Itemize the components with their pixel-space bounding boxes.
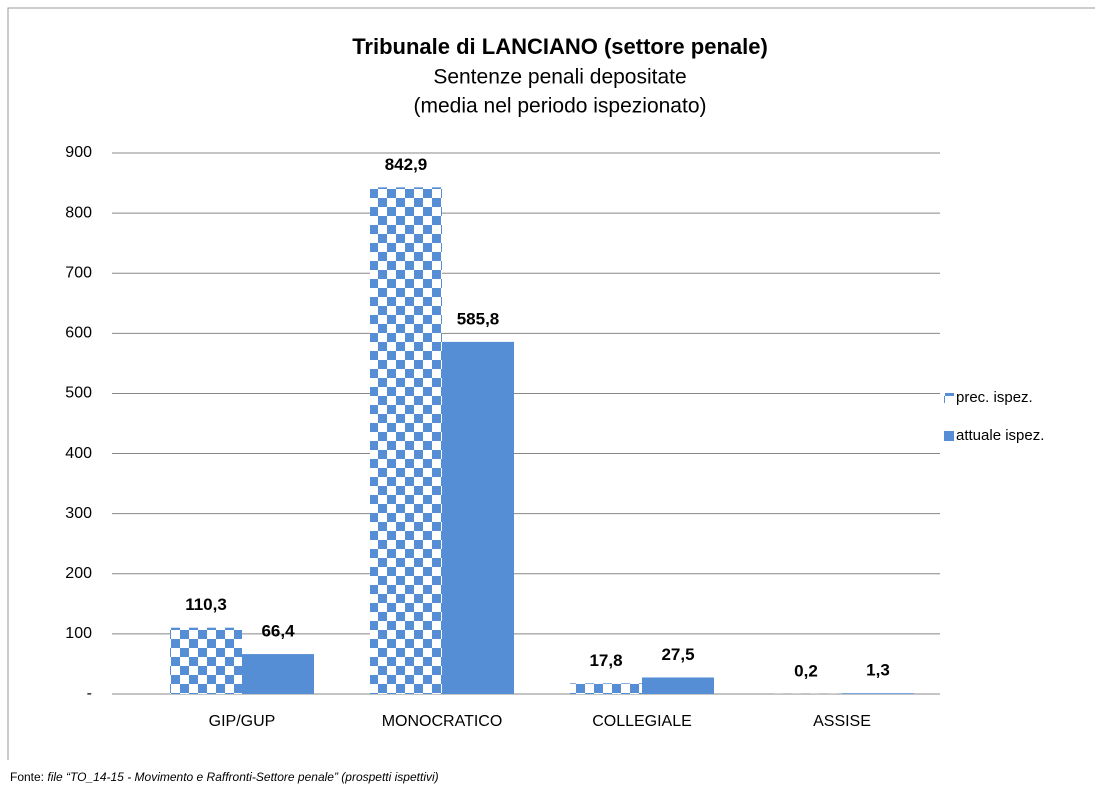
y-tick-label: 700 — [65, 264, 92, 281]
x-tick-label: MONOCRATICO — [382, 713, 503, 730]
source-text: file “TO_14-15 - Movimento e Raffronti-S… — [47, 770, 438, 784]
chart-title: Tribunale di LANCIANO (settore penale) — [352, 34, 768, 59]
legend-swatch — [944, 431, 954, 441]
y-tick-label: - — [87, 685, 92, 702]
data-label: 585,8 — [457, 309, 500, 328]
bar — [442, 341, 514, 694]
legend-label: attuale ispez. — [956, 427, 1044, 444]
y-tick-label: 500 — [65, 385, 92, 402]
legend-swatch — [944, 393, 954, 403]
bar — [642, 677, 714, 694]
bar — [370, 187, 442, 695]
bar — [842, 693, 914, 694]
data-label: 110,3 — [185, 595, 227, 614]
chart-subtitle: (media nel periodo ispezionato) — [413, 95, 706, 118]
y-tick-label: 600 — [65, 325, 92, 342]
data-label: 66,4 — [261, 622, 295, 641]
x-tick-label: ASSISE — [813, 713, 871, 730]
frame — [7, 7, 1095, 760]
y-tick-label: 200 — [65, 565, 92, 582]
x-tick-label: COLLEGIALE — [592, 713, 692, 730]
y-tick-label: 900 — [65, 144, 92, 161]
bar — [242, 654, 314, 694]
x-tick-label: GIP/GUP — [209, 713, 276, 730]
source: Fonte: file “TO_14-15 - Movimento e Raff… — [10, 770, 439, 784]
legend-label: prec. ispez. — [956, 389, 1033, 406]
data-label: 0,2 — [794, 661, 818, 680]
chart-subtitle: Sentenze penali depositate — [433, 66, 686, 89]
data-label: 17,8 — [589, 651, 622, 670]
data-label: 27,5 — [661, 645, 694, 664]
bar — [570, 683, 642, 694]
bar — [170, 627, 242, 694]
y-tick-label: 800 — [65, 204, 92, 221]
y-tick-label: 300 — [65, 505, 92, 522]
data-label: 1,3 — [866, 661, 890, 680]
data-label: 842,9 — [385, 155, 428, 174]
y-tick-label: 400 — [65, 445, 92, 462]
source-label: Fonte: — [10, 770, 44, 784]
y-tick-label: 100 — [65, 625, 92, 642]
